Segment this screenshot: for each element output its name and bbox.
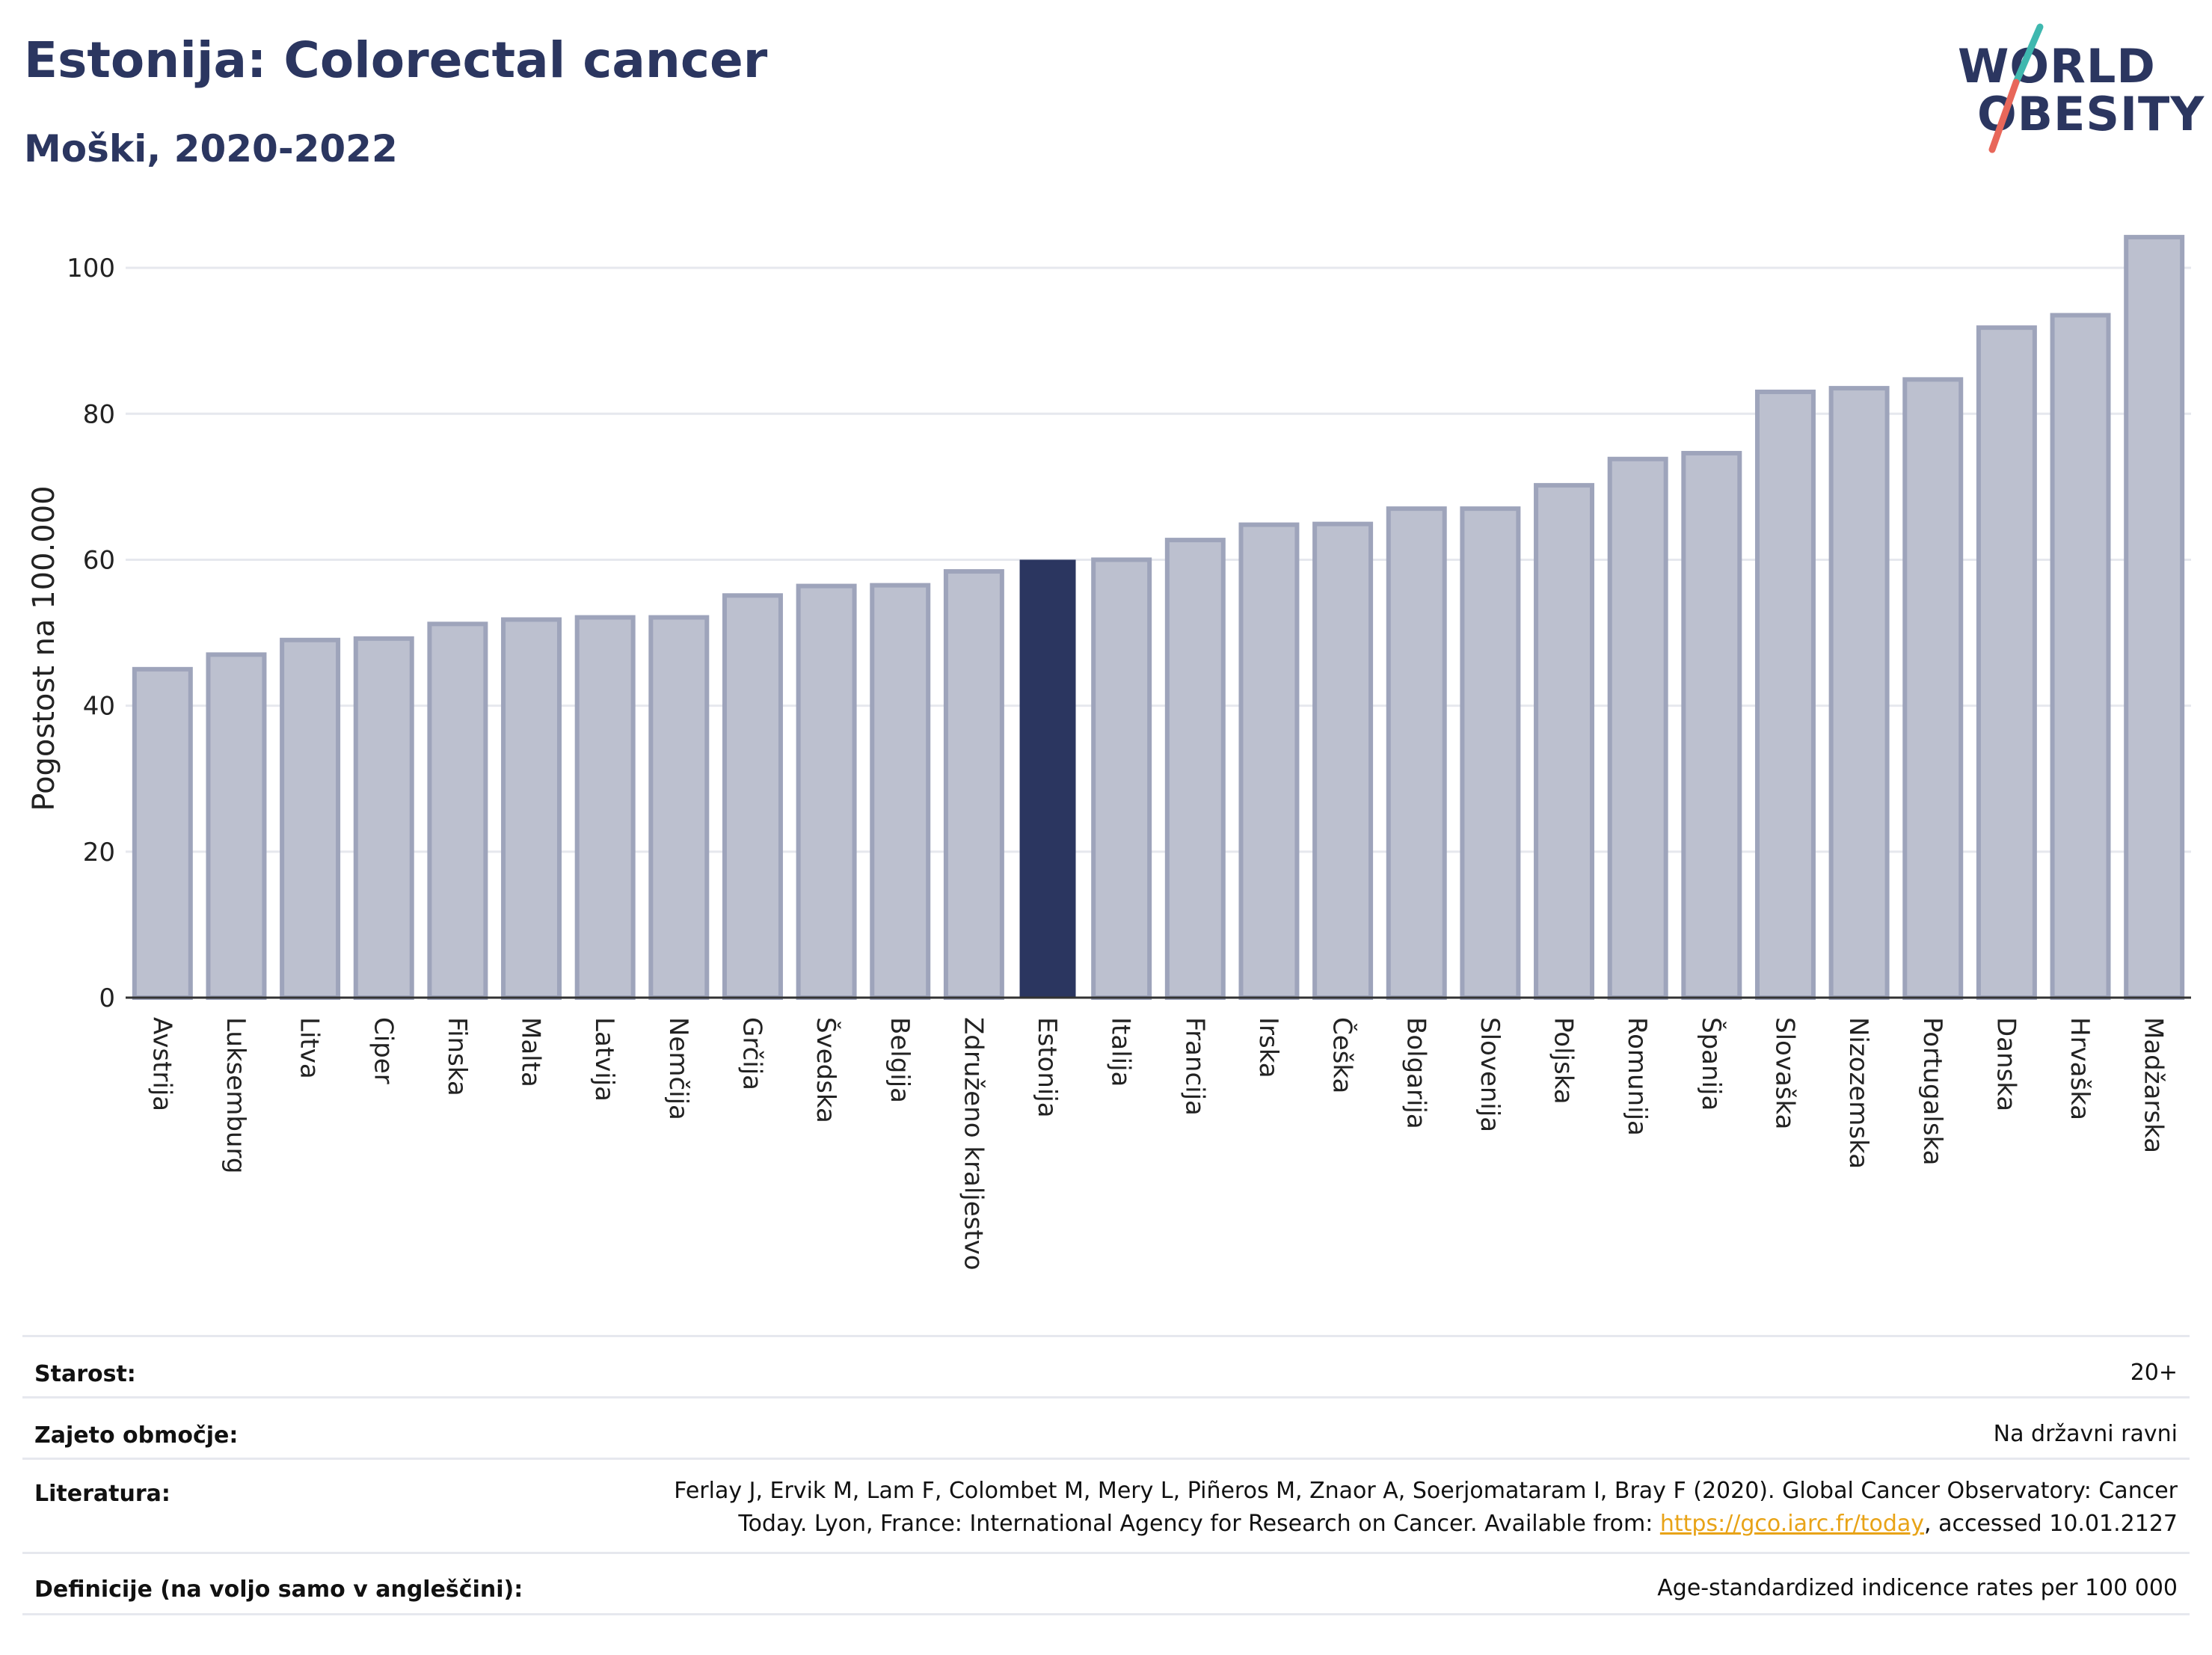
info-row-coverage: Zajeto območje: Na državni ravni <box>22 1396 2190 1458</box>
bar <box>574 615 636 1000</box>
bar <box>2050 313 2111 1000</box>
literature-line-1: Ferlay J, Ervik M, Lam F, Colombet M, Me… <box>674 1478 2178 1504</box>
y-tick-label: 0 <box>99 983 115 1013</box>
info-value-coverage: Na državni ravni <box>1993 1421 2178 1447</box>
info-value-definitions: Age-standardized indicence rates per 100… <box>1657 1575 2178 1601</box>
bar <box>1164 538 1226 1001</box>
info-key-definitions: Definicije (na voljo samo v angleščini): <box>34 1576 523 1603</box>
logo-word-1: WORLD <box>1958 39 2156 93</box>
info-key-age: Starost: <box>34 1361 136 1387</box>
x-tick-label: Danska <box>1991 1017 2021 1111</box>
x-tick-label: Slovenija <box>1475 1017 1505 1132</box>
literature-line-2-post: , accessed 10.01.2127 <box>1924 1511 2178 1537</box>
x-tick-label: Grčija <box>737 1017 766 1090</box>
bar <box>870 583 931 1000</box>
bar <box>1754 389 1816 1000</box>
bar <box>722 593 783 1000</box>
x-tick-label: Španija <box>1696 1017 1727 1111</box>
bar <box>1238 522 1300 1001</box>
x-tick-label: Avstrija <box>147 1017 176 1111</box>
y-tick-label: 20 <box>83 838 115 868</box>
bar <box>1312 521 1374 1000</box>
x-tick-label: Bolgarija <box>1401 1017 1431 1129</box>
bar <box>1091 557 1152 1000</box>
bar <box>1460 506 1521 1000</box>
info-key-coverage: Zajeto območje: <box>34 1422 239 1449</box>
bar <box>1019 559 1076 998</box>
info-value-age: 20+ <box>2130 1360 2178 1386</box>
bar <box>1386 506 1447 1000</box>
bar <box>280 637 341 1001</box>
x-tick-label: Slovaška <box>1769 1017 1799 1129</box>
y-tick-label: 80 <box>83 399 115 429</box>
x-tick-label: Finska <box>442 1017 472 1096</box>
literature-link[interactable]: https://gco.iarc.fr/today <box>1659 1511 1925 1537</box>
info-row-literature: Literatura: Ferlay J, Ervik M, Lam F, Co… <box>22 1458 2190 1551</box>
x-tick-label: Madžarska <box>2139 1017 2169 1153</box>
page-subtitle: Moški, 2020-2022 <box>24 127 398 171</box>
x-tick-label: Malta <box>516 1017 546 1087</box>
info-row-age: Starost: 20+ <box>22 1335 2190 1397</box>
x-tick-label: Nemčija <box>663 1017 693 1120</box>
bar <box>353 636 414 1000</box>
x-tick-label: Združeno kraljestvo <box>958 1017 988 1271</box>
info-value-literature: Ferlay J, Ervik M, Lam F, Colombet M, Me… <box>674 1475 2178 1541</box>
logo-slash-icon <box>1988 23 2044 153</box>
bar <box>1902 377 1964 1000</box>
x-tick-label: Irska <box>1253 1017 1283 1078</box>
bar <box>1976 325 2037 1001</box>
bar <box>1681 450 1742 1000</box>
x-tick-label: Poljska <box>1549 1017 1579 1105</box>
x-tick-label: Nizozemska <box>1843 1017 1873 1169</box>
bar <box>648 615 710 1000</box>
info-row-definitions: Definicije (na voljo samo v angleščini):… <box>22 1552 2190 1614</box>
x-tick-label: Belgija <box>885 1017 915 1103</box>
x-tick-label: Italija <box>1106 1017 1136 1087</box>
x-tick-label: Ciper <box>368 1017 398 1084</box>
x-tick-label: Hrvaška <box>2065 1017 2095 1120</box>
y-tick-label: 100 <box>67 254 115 283</box>
info-bottom-border <box>22 1613 2190 1615</box>
x-tick-label: Češka <box>1327 1017 1358 1093</box>
bar <box>2124 235 2185 1000</box>
literature-line-2-pre: Today. Lyon, France: International Agenc… <box>738 1511 1660 1537</box>
bar <box>1607 456 1668 1000</box>
logo-word-2: OBESITY <box>1977 87 2205 141</box>
bar <box>796 583 857 1000</box>
world-obesity-logo: WORLD OBESITY <box>1944 15 2204 165</box>
y-tick-label: 60 <box>83 545 115 575</box>
literature-line-2: Today. Lyon, France: International Agenc… <box>674 1508 2178 1541</box>
x-tick-label: Luksemburg <box>221 1017 251 1173</box>
x-tick-label: Latvija <box>589 1017 619 1102</box>
y-axis-label: Pogostost na 100.000 <box>27 485 61 811</box>
bar <box>943 569 1004 1000</box>
bar-chart: 0 20 40 60 80 100 Pogostost na 100.000 Avstrija… <box>27 235 2191 1271</box>
page-title: Estonija: Colorectal cancer <box>24 31 768 89</box>
x-tick-label: Švedska <box>811 1017 841 1123</box>
x-tick-label: Litva <box>295 1017 325 1079</box>
x-tick-label: Francija <box>1179 1017 1209 1116</box>
y-tick-label: 40 <box>83 692 115 722</box>
bar <box>132 666 193 1000</box>
x-tick-label: Romunija <box>1622 1017 1652 1136</box>
bar <box>1534 482 1595 1000</box>
bar <box>1828 386 1890 1000</box>
x-tick-label: Estonija <box>1032 1017 1062 1118</box>
bar <box>206 652 267 1000</box>
bar <box>427 621 488 1000</box>
x-tick-label: Portugalska <box>1917 1017 1947 1165</box>
bar <box>501 617 562 1001</box>
info-key-literature: Literatura: <box>34 1481 170 1507</box>
